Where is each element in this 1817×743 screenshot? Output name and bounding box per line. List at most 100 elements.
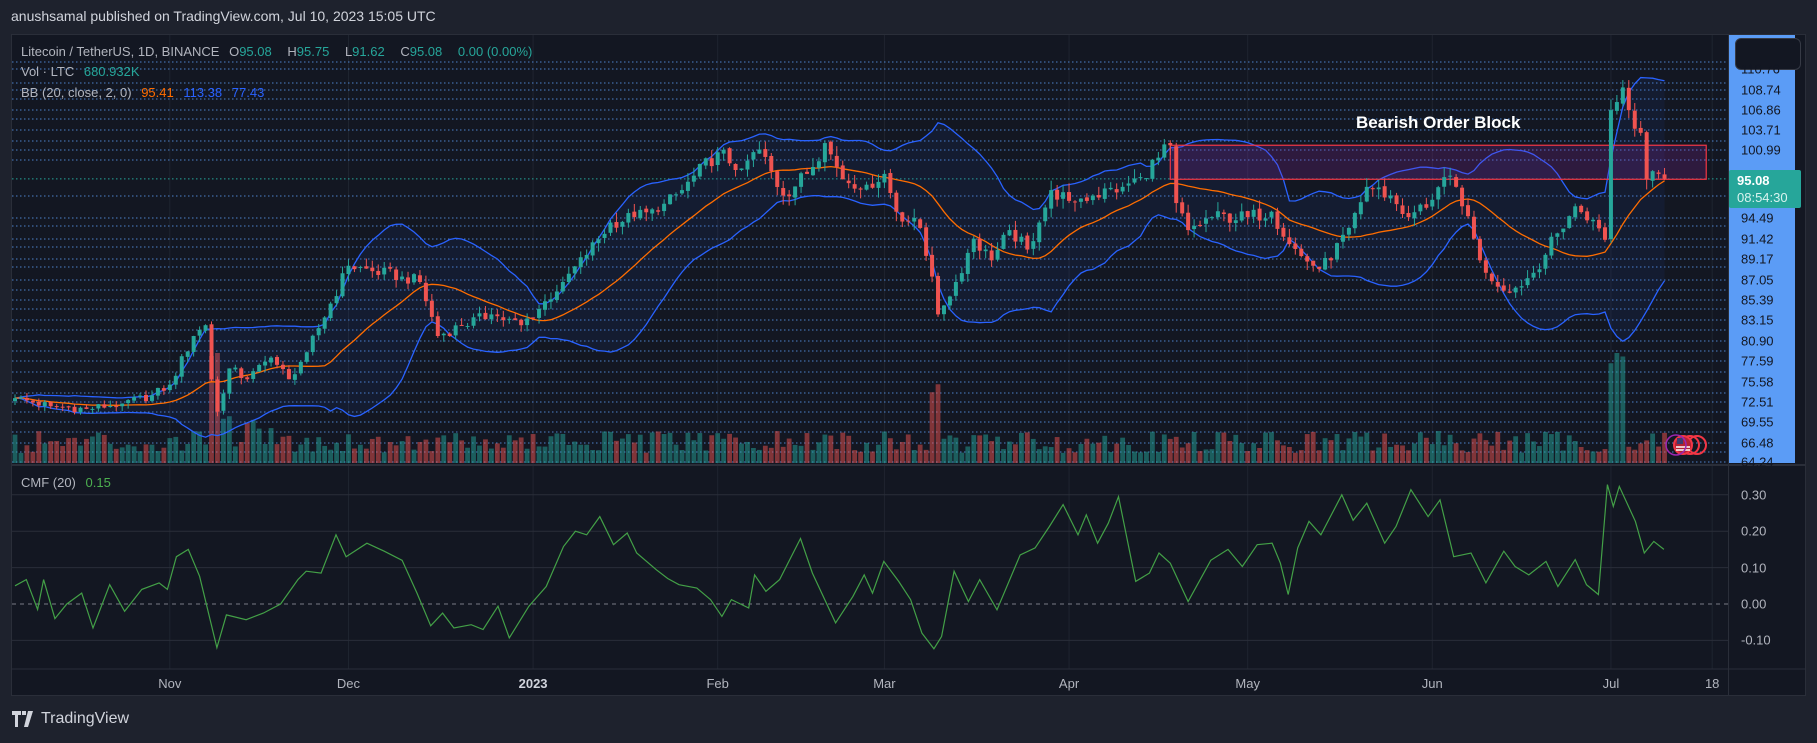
- candle-body: [650, 209, 655, 214]
- volume-bars: [12, 353, 1667, 463]
- candle-body: [477, 313, 482, 317]
- bb-legend[interactable]: BB (20, close, 2, 0) 95.41 113.38 77.43: [21, 85, 270, 100]
- candle-body: [132, 397, 137, 401]
- bb-lower-line: [14, 195, 1666, 438]
- volume-bar: [1018, 432, 1024, 463]
- volume-bar: [1138, 452, 1143, 463]
- volume-bar: [489, 448, 494, 463]
- volume-bar: [155, 451, 161, 463]
- volume-bar: [530, 434, 536, 463]
- volume-bar: [90, 436, 95, 463]
- volume-bar: [1328, 440, 1334, 463]
- volume-bar: [268, 428, 274, 463]
- volume-bar: [417, 442, 423, 463]
- volume-bar: [1370, 450, 1376, 463]
- candle-body: [1037, 222, 1042, 243]
- volume-bar: [221, 418, 226, 463]
- candle-body: [358, 266, 363, 268]
- volume-bar: [1477, 433, 1483, 463]
- candle-body: [1233, 220, 1238, 224]
- volume-bar: [899, 441, 905, 463]
- volume-bar: [346, 434, 351, 463]
- volume-bar: [1150, 431, 1155, 463]
- candle-body: [1019, 236, 1024, 242]
- candle-body: [179, 356, 184, 377]
- candle-body: [519, 319, 524, 326]
- volume-bar: [36, 431, 42, 463]
- volume-bar: [1251, 443, 1257, 463]
- price-axis-settings-button[interactable]: [1735, 38, 1801, 70]
- candle-body: [465, 325, 470, 327]
- candle-body: [1084, 197, 1089, 201]
- symbol-legend[interactable]: Litecoin / TetherUS, 1D, BINANCE O95.08 …: [21, 44, 538, 59]
- volume-bar: [84, 438, 89, 463]
- volume-bar: [149, 444, 155, 463]
- tradingview-footer[interactable]: TradingView: [12, 710, 129, 728]
- volume-bar: [655, 431, 661, 463]
- candle-body: [1364, 186, 1369, 202]
- volume-bar: [1286, 446, 1292, 463]
- candle-body: [930, 254, 935, 277]
- candle-body: [924, 227, 929, 256]
- candle-body: [1120, 186, 1125, 192]
- volume-bar: [179, 450, 185, 463]
- volume-bar: [232, 446, 238, 463]
- volume-bar: [185, 443, 191, 463]
- volume-bar: [1578, 446, 1584, 463]
- volume-bar: [667, 432, 673, 463]
- volume-bar: [101, 434, 107, 463]
- volume-bar: [381, 452, 387, 463]
- candle-body: [513, 318, 518, 321]
- volume-bar: [1281, 445, 1286, 463]
- candle-body: [1096, 195, 1101, 198]
- candle-body: [1382, 186, 1387, 198]
- candle-body: [941, 305, 946, 315]
- candle-body: [542, 301, 547, 310]
- volume-bar: [1007, 441, 1012, 463]
- volume-bar: [387, 442, 393, 463]
- candle-body: [1537, 269, 1542, 273]
- candle-body: [1132, 178, 1137, 183]
- candle-body: [1424, 204, 1429, 208]
- candle-body: [388, 267, 393, 269]
- candle-body: [745, 160, 750, 170]
- candle-body: [72, 406, 77, 413]
- time-axis-label: Apr: [1058, 676, 1080, 691]
- volume-bar: [1126, 445, 1131, 463]
- candle-body: [227, 368, 232, 394]
- cmf-legend[interactable]: CMF (20) 0.15: [21, 475, 117, 490]
- candle-body: [697, 163, 702, 177]
- volume-legend[interactable]: Vol · LTC 680.932K: [21, 64, 146, 79]
- flag-icon[interactable]: [1665, 434, 1707, 456]
- volume-bar: [1263, 432, 1268, 463]
- candle-body: [1323, 257, 1328, 270]
- candle-body: [1025, 235, 1030, 250]
- volume-bar: [459, 440, 465, 463]
- candle-body: [739, 168, 744, 170]
- candle-body: [1293, 243, 1298, 249]
- volume-bar: [1167, 438, 1173, 463]
- candle-body: [918, 219, 923, 228]
- candle-body: [411, 274, 416, 283]
- candle-body: [1632, 110, 1637, 129]
- volume-bar: [572, 441, 578, 463]
- price-axis-label: 83.15: [1741, 312, 1774, 328]
- volume-bar: [893, 449, 899, 463]
- volume-bar: [1429, 444, 1435, 463]
- chart-frame[interactable]: [11, 34, 1806, 696]
- publish-info: anushsamal published on TradingView.com,…: [11, 8, 436, 24]
- candle-body: [1454, 177, 1459, 187]
- volume-bar: [197, 431, 203, 463]
- candle-body: [1055, 189, 1060, 200]
- candle-body: [1436, 187, 1441, 200]
- candle-body: [965, 252, 970, 274]
- volume-bar: [226, 416, 232, 463]
- candle-body: [1442, 177, 1447, 187]
- candle-body: [793, 186, 798, 198]
- volume-bar: [1078, 444, 1084, 463]
- candle-body: [149, 395, 154, 401]
- volume-bar: [685, 432, 691, 463]
- candle-body: [1406, 212, 1411, 218]
- volume-bar: [1382, 433, 1388, 463]
